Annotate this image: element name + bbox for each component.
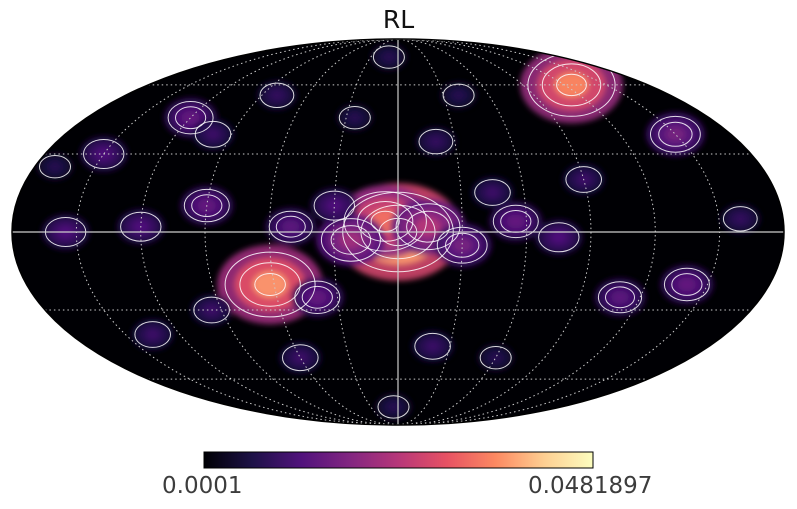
emission-blob [181,111,200,125]
emission-blob [425,341,440,352]
contour-line [259,82,295,109]
emission-blob [415,217,441,237]
contour-line [320,218,381,262]
emission-blob [678,277,696,292]
emission-blob [452,237,473,253]
contour-line [294,280,341,314]
contour-line [377,395,410,419]
contour-line [338,106,371,130]
contour-line [650,115,701,153]
emission-blob [733,213,747,224]
emission-blob [611,290,629,304]
emission-blob [282,220,300,234]
contour-line [671,273,703,296]
contour-line [722,206,758,232]
emission-blob [252,271,288,298]
emission-blob [48,162,62,172]
map-title: RL [382,5,415,34]
contour-line [414,332,451,360]
emission-blob [293,352,308,364]
contour-line [372,45,405,69]
contour-line [343,191,427,252]
emission-blob [206,129,220,140]
colorbar-max-label: 0.0481897 [528,473,653,499]
emission-blob [507,214,525,228]
emission-blob [452,90,465,100]
meridian-line [397,39,463,425]
colorbar-min-label: 0.0001 [162,473,243,499]
contour-line [239,262,301,307]
contour-line [605,286,635,309]
emission-blob [665,127,686,142]
contour-line [275,215,306,238]
contour-line [395,203,461,251]
contour-line [313,190,355,221]
colorbar [203,451,594,469]
contour-line [134,321,171,348]
contour-line [183,188,230,223]
contour-line [658,121,693,147]
contour-line [330,225,372,255]
contour-line [175,106,207,130]
meridian-line [140,39,399,425]
meridian-line [397,39,656,425]
contour-line [83,139,125,169]
emission-blob [387,402,400,412]
emission-blob [326,199,343,212]
contour-line [406,210,450,243]
emission-blob [550,231,567,244]
contour-line [282,344,319,372]
contour-line [39,155,71,179]
contour-line [254,273,286,296]
contour-line [301,285,333,309]
contour-line [120,211,162,242]
contour-line [479,346,512,370]
contour-line [418,128,454,155]
contour-line [357,201,414,242]
emission-blob [348,113,361,123]
contour-line [597,281,643,314]
contour-line [436,226,488,264]
contour-line [492,204,539,239]
meridian-line [204,39,399,425]
contour-line [538,222,580,253]
contour-line [474,179,511,206]
contour-line [541,63,602,107]
emission-blob [489,353,502,363]
emission-blob [270,90,284,101]
contour-line [194,120,232,148]
contour-line [268,210,313,243]
contour-line [167,101,214,135]
emission-blob [382,52,395,62]
sky-border [11,38,785,426]
contour-line [556,73,587,97]
contour-line [663,267,710,302]
contour-layer [39,45,758,419]
contour-line [565,166,603,193]
contour-line [191,194,223,218]
emission-blob [485,187,500,198]
emission-blob [145,329,160,340]
contour-line [442,83,475,108]
emission-blob [429,136,443,147]
